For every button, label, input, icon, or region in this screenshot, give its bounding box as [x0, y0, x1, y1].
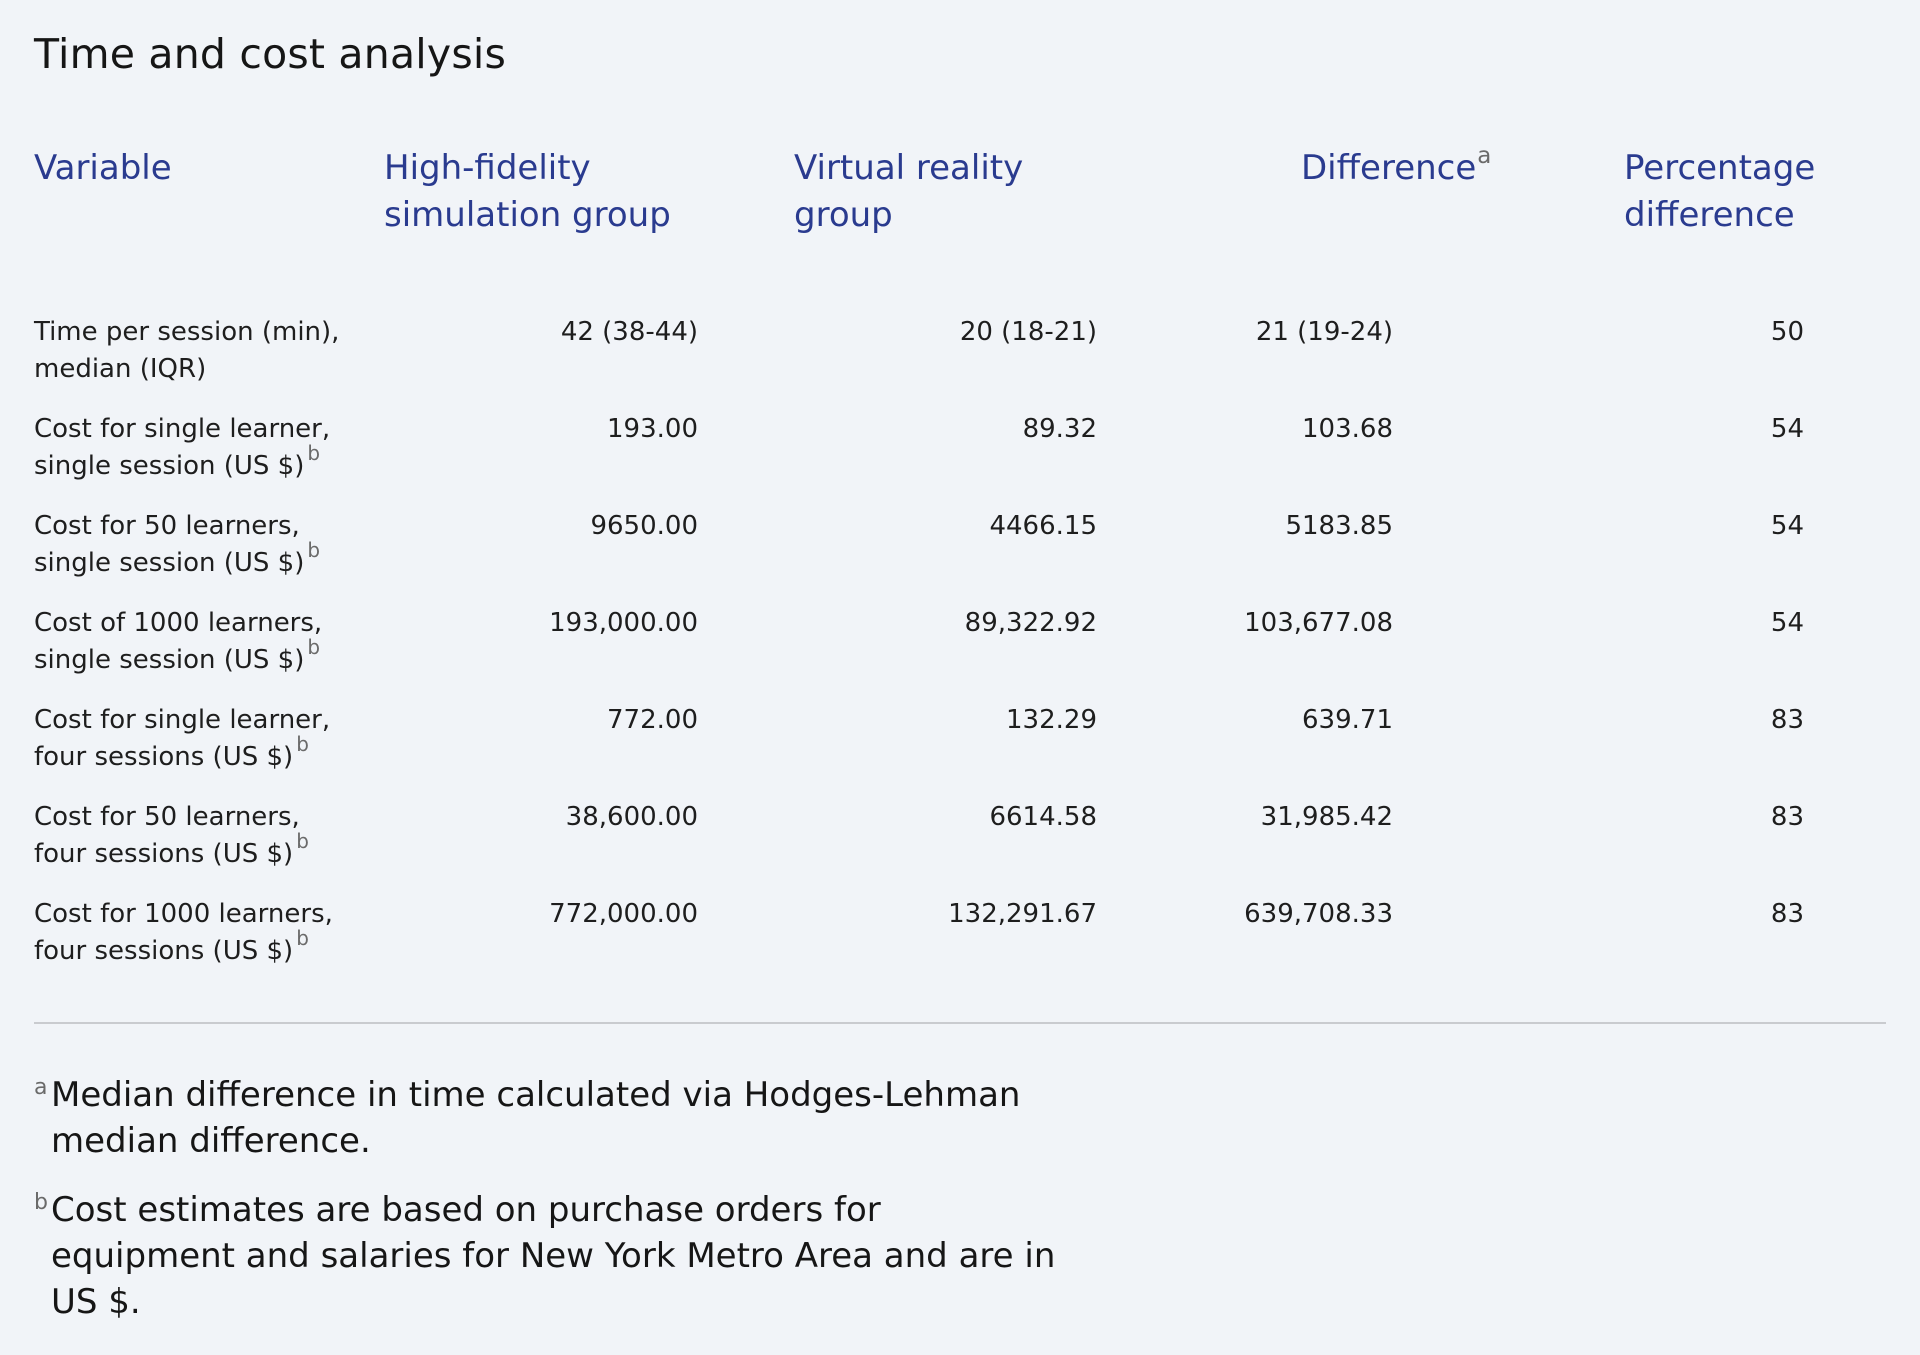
cell-variable: Cost for 50 learners, four sessions (US …	[34, 802, 309, 869]
column-header-virtual-reality: Virtual reality group	[794, 148, 1024, 235]
footnote-text: Median difference in time calculated via…	[51, 1075, 1021, 1161]
cell-high-fidelity: 772,000.00	[549, 899, 698, 929]
table-row: Cost for single learner, single session …	[34, 411, 1804, 508]
footnote-marker: b	[307, 441, 321, 465]
cell-virtual-reality: 20 (18-21)	[959, 317, 1097, 347]
cell-percentage: 54	[1770, 608, 1804, 638]
cell-difference: 5183.85	[1285, 511, 1393, 541]
cell-variable: Cost for 1000 learners, four sessions (U…	[34, 899, 333, 966]
footnote-a: a Median difference in time calculated vi…	[34, 1072, 1134, 1164]
cell-virtual-reality: 6614.58	[989, 802, 1097, 832]
divider	[34, 1022, 1886, 1024]
cell-virtual-reality: 4466.15	[989, 511, 1097, 541]
cell-high-fidelity: 193,000.00	[549, 608, 698, 638]
footnote-text: Cost estimates are based on purchase ord…	[51, 1190, 1056, 1322]
footnote-marker: b	[296, 732, 309, 756]
header-row: Variable High-fidelity simulation group …	[34, 142, 1816, 314]
column-header-variable: Variable	[34, 148, 172, 188]
cell-difference: 21 (19-24)	[1255, 317, 1393, 347]
cell-virtual-reality: 89.32	[1022, 414, 1097, 444]
cell-difference: 103.68	[1302, 414, 1393, 444]
cell-variable: Cost for single learner, single session …	[34, 414, 331, 481]
cell-difference: 31,985.42	[1260, 802, 1393, 832]
table-row: Cost of 1000 learners, single session (U…	[34, 605, 1804, 702]
cell-virtual-reality: 132,291.67	[948, 899, 1097, 929]
cell-virtual-reality: 89,322.92	[964, 608, 1097, 638]
footnote-marker: b	[296, 926, 309, 950]
cell-percentage: 83	[1770, 705, 1804, 735]
column-header-difference: Differencea	[1301, 142, 1492, 188]
footnote-b: b Cost estimates are based on purchase or…	[34, 1187, 1134, 1325]
cell-percentage: 83	[1770, 899, 1804, 929]
table-row: Cost for 50 learners, four sessions (US …	[34, 799, 1804, 896]
cell-virtual-reality: 132.29	[1006, 705, 1097, 735]
footnote-marker: b	[307, 538, 321, 562]
footnote-marker: b	[296, 829, 309, 853]
table-row: Time per session (min), median (IQR) 42 (…	[34, 314, 1804, 411]
cell-difference: 639,708.33	[1244, 899, 1393, 929]
footnotes: a Median difference in time calculated vi…	[34, 1072, 1134, 1348]
cell-percentage: 54	[1770, 511, 1804, 541]
cell-percentage: 50	[1770, 317, 1804, 347]
footnote-mark: a	[34, 1075, 48, 1100]
cell-high-fidelity: 9650.00	[590, 511, 698, 541]
cost-analysis-table: Variable High-fidelity simulation group …	[34, 142, 1816, 993]
cell-percentage: 83	[1770, 802, 1804, 832]
footnote-marker: b	[307, 635, 321, 659]
cell-variable: Cost of 1000 learners, single session (U…	[34, 608, 323, 675]
page-title: Time and cost analysis	[34, 30, 507, 78]
table-row: Cost for 50 learners, single session (US…	[34, 508, 1804, 605]
cell-high-fidelity: 42 (38-44)	[560, 317, 698, 347]
footnote-mark: b	[34, 1190, 48, 1215]
table-row: Cost for 1000 learners, four sessions (U…	[34, 896, 1804, 993]
cell-variable: Cost for single learner, four sessions (…	[34, 705, 331, 772]
cell-percentage: 54	[1770, 414, 1804, 444]
table-row: Cost for single learner, four sessions (…	[34, 702, 1804, 799]
column-header-percentage: Percentage difference	[1624, 148, 1816, 235]
cell-difference: 639.71	[1302, 705, 1393, 735]
cell-variable: Time per session (min), median (IQR)	[34, 317, 340, 384]
cell-high-fidelity: 193.00	[607, 414, 698, 444]
cell-difference: 103,677.08	[1244, 608, 1393, 638]
cell-variable: Cost for 50 learners, single session (US…	[34, 511, 321, 578]
cell-high-fidelity: 38,600.00	[565, 802, 698, 832]
footnote-marker: a	[1477, 142, 1492, 169]
cell-high-fidelity: 772.00	[607, 705, 698, 735]
column-header-high-fidelity: High-fidelity simulation group	[384, 148, 671, 235]
